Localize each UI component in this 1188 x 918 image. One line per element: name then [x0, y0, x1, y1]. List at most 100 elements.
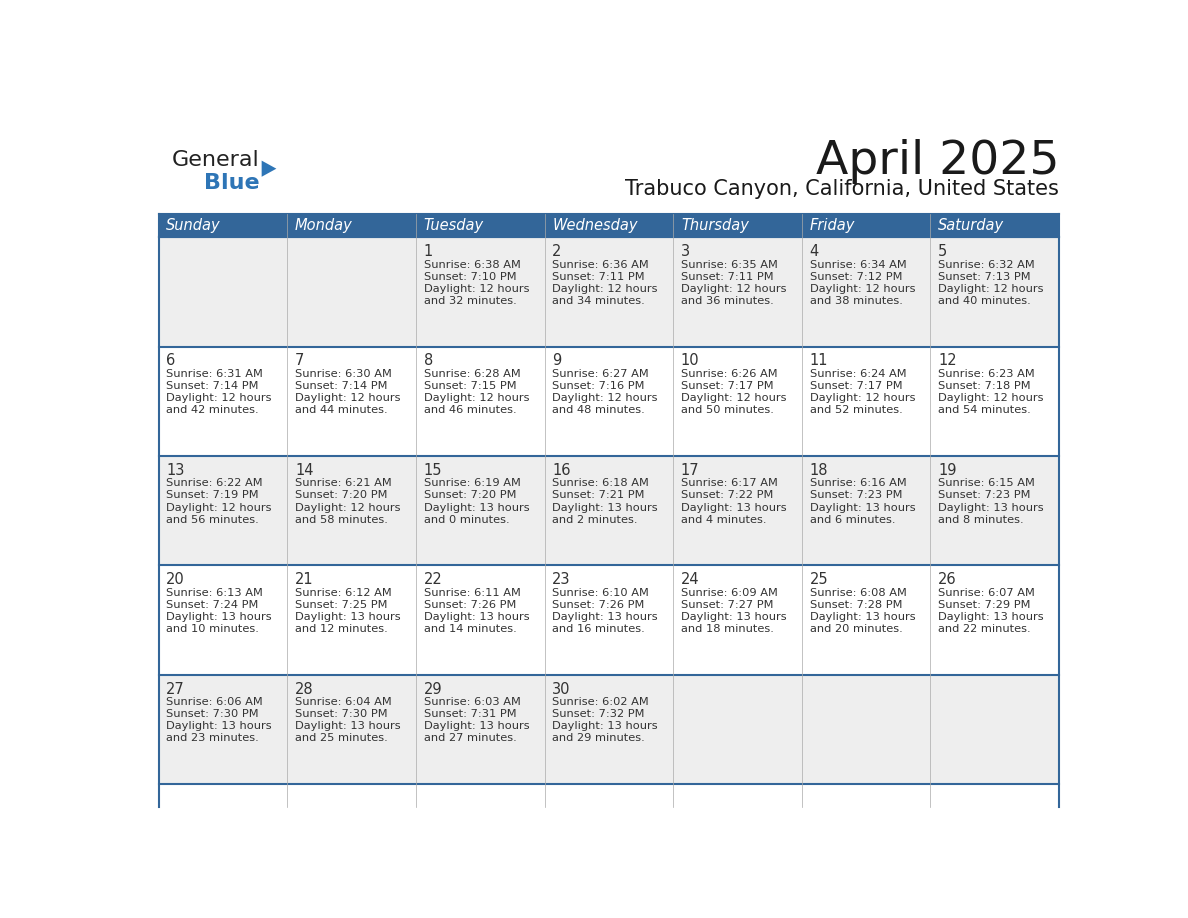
Text: Sunrise: 6:13 AM: Sunrise: 6:13 AM — [166, 588, 264, 598]
Text: Sunset: 7:30 PM: Sunset: 7:30 PM — [166, 709, 259, 719]
Text: and 8 minutes.: and 8 minutes. — [939, 515, 1024, 525]
Text: Daylight: 12 hours: Daylight: 12 hours — [681, 284, 786, 294]
Text: Sunday: Sunday — [166, 218, 221, 233]
Text: Sunrise: 6:11 AM: Sunrise: 6:11 AM — [424, 588, 520, 598]
Bar — [802, 214, 930, 237]
Text: Sunrise: 6:12 AM: Sunrise: 6:12 AM — [295, 588, 392, 598]
Text: Daylight: 13 hours: Daylight: 13 hours — [295, 612, 400, 621]
Text: 20: 20 — [166, 572, 185, 588]
Text: Sunrise: 6:18 AM: Sunrise: 6:18 AM — [552, 478, 649, 488]
Text: Sunrise: 6:21 AM: Sunrise: 6:21 AM — [295, 478, 392, 488]
Text: Daylight: 12 hours: Daylight: 12 hours — [939, 284, 1044, 294]
Text: Sunrise: 6:03 AM: Sunrise: 6:03 AM — [424, 697, 520, 707]
Text: and 58 minutes.: and 58 minutes. — [295, 515, 387, 525]
Text: 23: 23 — [552, 572, 570, 588]
Text: Daylight: 13 hours: Daylight: 13 hours — [166, 722, 272, 732]
Bar — [158, 347, 1060, 456]
Text: Sunset: 7:13 PM: Sunset: 7:13 PM — [939, 272, 1031, 282]
Text: Sunrise: 6:23 AM: Sunrise: 6:23 AM — [939, 369, 1035, 379]
Text: Sunrise: 6:36 AM: Sunrise: 6:36 AM — [552, 260, 649, 270]
Text: Daylight: 13 hours: Daylight: 13 hours — [424, 722, 529, 732]
Text: Sunset: 7:30 PM: Sunset: 7:30 PM — [295, 709, 387, 719]
Text: and 14 minutes.: and 14 minutes. — [424, 624, 517, 634]
Text: Sunset: 7:20 PM: Sunset: 7:20 PM — [424, 490, 516, 500]
Text: Daylight: 13 hours: Daylight: 13 hours — [681, 502, 786, 512]
Text: Sunrise: 6:15 AM: Sunrise: 6:15 AM — [939, 478, 1035, 488]
Text: Sunset: 7:28 PM: Sunset: 7:28 PM — [809, 599, 902, 610]
Text: 9: 9 — [552, 353, 562, 368]
Text: Sunrise: 6:31 AM: Sunrise: 6:31 AM — [166, 369, 264, 379]
Text: Sunset: 7:29 PM: Sunset: 7:29 PM — [939, 599, 1031, 610]
Text: Sunrise: 6:27 AM: Sunrise: 6:27 AM — [552, 369, 649, 379]
Text: Sunset: 7:20 PM: Sunset: 7:20 PM — [295, 490, 387, 500]
Bar — [416, 214, 544, 237]
Text: Daylight: 13 hours: Daylight: 13 hours — [809, 502, 915, 512]
Text: Daylight: 12 hours: Daylight: 12 hours — [295, 393, 400, 403]
Text: 11: 11 — [809, 353, 828, 368]
Text: 6: 6 — [166, 353, 176, 368]
Text: and 36 minutes.: and 36 minutes. — [681, 296, 773, 306]
Text: 14: 14 — [295, 463, 314, 478]
Text: Trabuco Canyon, California, United States: Trabuco Canyon, California, United State… — [625, 179, 1060, 199]
Text: Sunset: 7:14 PM: Sunset: 7:14 PM — [166, 381, 259, 391]
Text: Sunrise: 6:35 AM: Sunrise: 6:35 AM — [681, 260, 778, 270]
Text: 7: 7 — [295, 353, 304, 368]
Text: Sunset: 7:17 PM: Sunset: 7:17 PM — [809, 381, 902, 391]
Text: and 56 minutes.: and 56 minutes. — [166, 515, 259, 525]
Text: 13: 13 — [166, 463, 184, 478]
Text: Sunrise: 6:24 AM: Sunrise: 6:24 AM — [809, 369, 906, 379]
Text: Daylight: 13 hours: Daylight: 13 hours — [939, 612, 1044, 621]
Text: 27: 27 — [166, 681, 185, 697]
Text: Wednesday: Wednesday — [552, 218, 638, 233]
Text: 3: 3 — [681, 244, 690, 259]
Text: Daylight: 13 hours: Daylight: 13 hours — [166, 612, 272, 621]
Text: Sunset: 7:17 PM: Sunset: 7:17 PM — [681, 381, 773, 391]
Text: and 40 minutes.: and 40 minutes. — [939, 296, 1031, 306]
Text: and 4 minutes.: and 4 minutes. — [681, 515, 766, 525]
Text: Sunset: 7:23 PM: Sunset: 7:23 PM — [809, 490, 902, 500]
Text: Daylight: 12 hours: Daylight: 12 hours — [681, 393, 786, 403]
Text: and 18 minutes.: and 18 minutes. — [681, 624, 773, 634]
Text: Sunset: 7:24 PM: Sunset: 7:24 PM — [166, 599, 259, 610]
Text: and 6 minutes.: and 6 minutes. — [809, 515, 895, 525]
Text: and 12 minutes.: and 12 minutes. — [295, 624, 387, 634]
Text: and 34 minutes.: and 34 minutes. — [552, 296, 645, 306]
Text: and 10 minutes.: and 10 minutes. — [166, 624, 259, 634]
Text: and 46 minutes.: and 46 minutes. — [424, 406, 517, 415]
Text: 28: 28 — [295, 681, 314, 697]
Text: Daylight: 12 hours: Daylight: 12 hours — [295, 502, 400, 512]
Bar — [287, 214, 416, 237]
Text: Sunrise: 6:16 AM: Sunrise: 6:16 AM — [809, 478, 906, 488]
Text: Daylight: 13 hours: Daylight: 13 hours — [939, 502, 1044, 512]
Bar — [158, 237, 1060, 347]
Text: and 42 minutes.: and 42 minutes. — [166, 406, 259, 415]
Text: Sunset: 7:22 PM: Sunset: 7:22 PM — [681, 490, 773, 500]
Text: Sunset: 7:31 PM: Sunset: 7:31 PM — [424, 709, 517, 719]
Text: Sunset: 7:15 PM: Sunset: 7:15 PM — [424, 381, 517, 391]
Text: Sunset: 7:25 PM: Sunset: 7:25 PM — [295, 599, 387, 610]
Text: and 54 minutes.: and 54 minutes. — [939, 406, 1031, 415]
Text: and 50 minutes.: and 50 minutes. — [681, 406, 773, 415]
Text: Daylight: 12 hours: Daylight: 12 hours — [809, 393, 915, 403]
Text: Daylight: 13 hours: Daylight: 13 hours — [809, 612, 915, 621]
Text: 17: 17 — [681, 463, 700, 478]
Text: Sunrise: 6:17 AM: Sunrise: 6:17 AM — [681, 478, 778, 488]
Text: 5: 5 — [939, 244, 948, 259]
Text: 1: 1 — [424, 244, 432, 259]
Text: Sunset: 7:11 PM: Sunset: 7:11 PM — [552, 272, 645, 282]
Text: 30: 30 — [552, 681, 570, 697]
Text: Sunrise: 6:28 AM: Sunrise: 6:28 AM — [424, 369, 520, 379]
Text: and 20 minutes.: and 20 minutes. — [809, 624, 903, 634]
Text: Sunrise: 6:26 AM: Sunrise: 6:26 AM — [681, 369, 778, 379]
Text: 16: 16 — [552, 463, 570, 478]
Text: Blue: Blue — [204, 173, 260, 193]
Text: Sunset: 7:16 PM: Sunset: 7:16 PM — [552, 381, 645, 391]
Text: and 0 minutes.: and 0 minutes. — [424, 515, 510, 525]
Text: Sunset: 7:26 PM: Sunset: 7:26 PM — [552, 599, 645, 610]
Text: Sunset: 7:27 PM: Sunset: 7:27 PM — [681, 599, 773, 610]
Bar — [930, 214, 1060, 237]
Text: 29: 29 — [424, 681, 442, 697]
Text: 4: 4 — [809, 244, 819, 259]
Text: Sunrise: 6:19 AM: Sunrise: 6:19 AM — [424, 478, 520, 488]
Text: Sunset: 7:23 PM: Sunset: 7:23 PM — [939, 490, 1031, 500]
